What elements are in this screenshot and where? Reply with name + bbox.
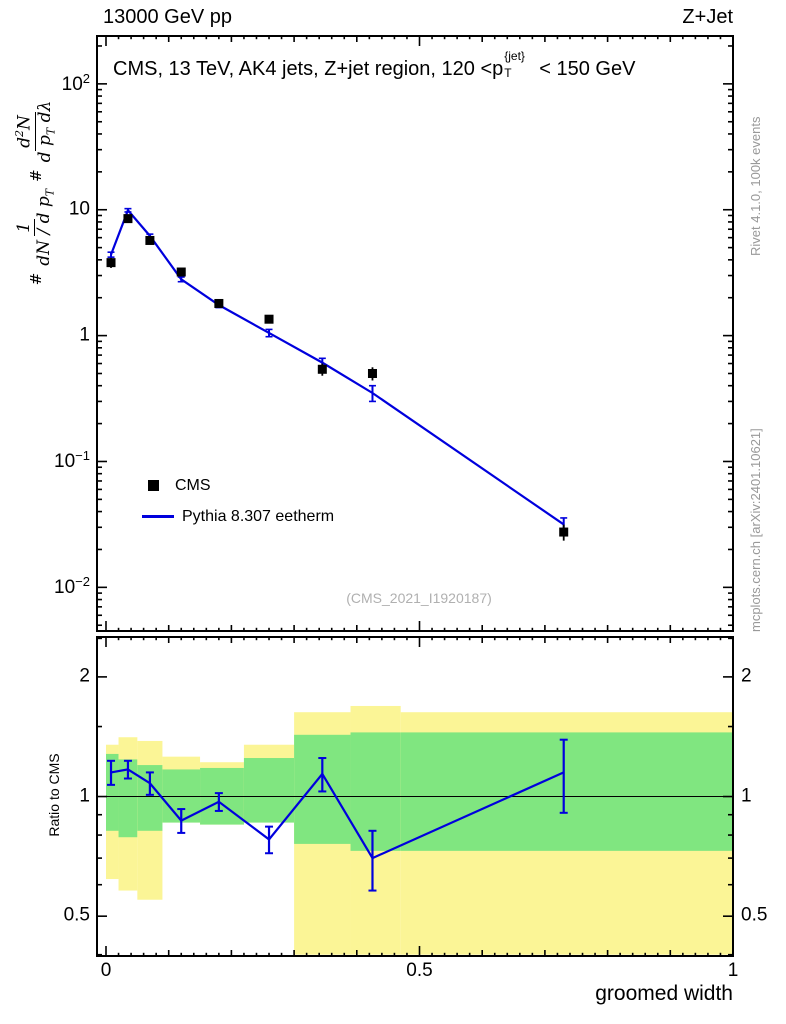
- cms-marker-icon: [148, 480, 159, 491]
- mcplots-arxiv-label: mcplots.cern.ch [arXiv:2401.10621]: [748, 428, 763, 632]
- ratio-axis-title: Ratio to CMS: [46, 753, 62, 837]
- x-tick-label: 1: [727, 960, 739, 981]
- pt-jet-symbol: {jet} T: [503, 49, 539, 80]
- legend-item-cms: CMS: [142, 470, 334, 501]
- main-y-tick-label: 10−1: [54, 448, 90, 473]
- legend-label-cms: CMS: [175, 476, 211, 494]
- legend-item-pythia: Pythia 8.307 eetherm: [142, 501, 334, 532]
- plot-title: CMS, 13 TeV, AK4 jets, Z+jet region, 120…: [113, 49, 636, 81]
- main-y-tick-label: 1: [79, 324, 90, 346]
- analysis-id-watermark: (CMS_2021_I1920187): [346, 590, 492, 606]
- x-tick-label: 0: [100, 960, 112, 981]
- main-y-tick-label: 10: [68, 198, 90, 220]
- process-label: Z+Jet: [682, 6, 733, 28]
- ratio-y-tick-label: 0.5: [63, 904, 90, 926]
- ylabel-hash-2: #: [26, 169, 45, 182]
- ratio-y-tick-label: 1: [79, 785, 90, 807]
- x-axis-title: groomed width: [595, 982, 733, 1005]
- plot-title-text: CMS, 13 TeV, AK4 jets, Z+jet region, 120…: [113, 58, 504, 80]
- ratio-y-tick-label-right: 2: [741, 665, 752, 687]
- ratio-y-tick-label-right: 1: [741, 785, 752, 807]
- plot-title-text-end: < 150 GeV: [539, 58, 636, 80]
- pt-jet-superscript: {jet}: [504, 49, 525, 63]
- rivet-version-label: Rivet 4.1.0, 100k events: [748, 116, 763, 256]
- ylabel-fraction-2: d2N d pT dλ: [13, 100, 58, 163]
- legend: CMS Pythia 8.307 eetherm: [142, 470, 334, 532]
- pt-subscript: T: [504, 66, 512, 80]
- y-axis-title: # 1 dN / d pT # d2N d pT dλ: [13, 34, 58, 352]
- main-y-tick-label: 10−2: [54, 574, 90, 599]
- ylabel-fraction-1: 1 dN / d pT: [13, 188, 57, 266]
- ratio-y-tick-label-right: 0.5: [741, 904, 768, 926]
- main-y-tick-label: 102: [61, 70, 90, 96]
- pythia-line-icon: [142, 515, 174, 518]
- x-tick-label: 0.5: [406, 960, 433, 981]
- ratio-y-tick-label: 2: [79, 665, 90, 687]
- ylabel-hash-1: #: [26, 272, 45, 286]
- beam-energy-label: 13000 GeV pp: [103, 6, 232, 28]
- legend-label-pythia: Pythia 8.307 eetherm: [182, 507, 335, 525]
